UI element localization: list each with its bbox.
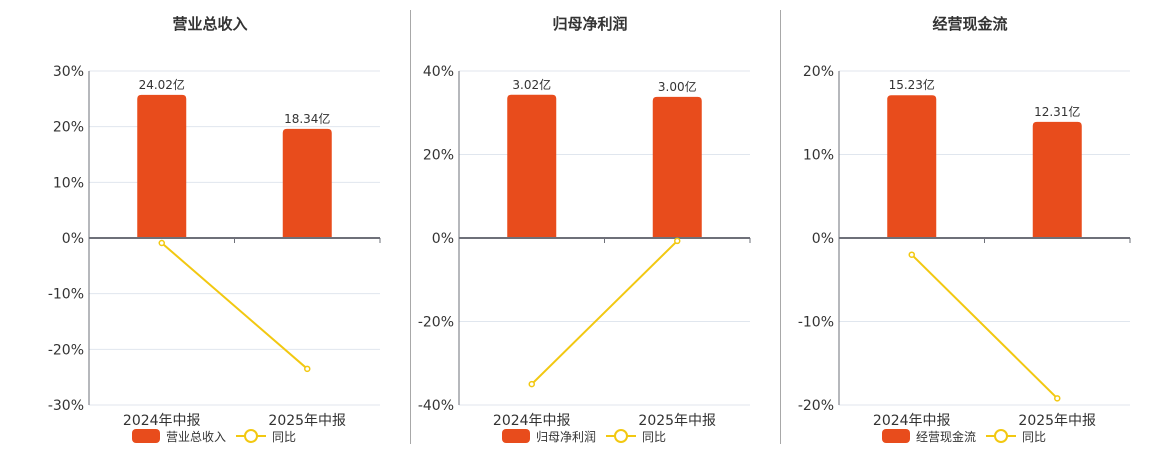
bar[interactable] [507, 94, 557, 238]
bar[interactable] [282, 128, 332, 238]
bar-value-label: 12.31亿 [1034, 104, 1080, 119]
y-tick-label: 20% [803, 64, 834, 80]
y-tick-label: 20% [53, 120, 84, 136]
y-tick-label: 10% [803, 148, 834, 164]
y-tick-label: -10% [48, 287, 84, 303]
chart-title: 营业总收入 [172, 15, 248, 33]
x-tick-label: 2024年中报 [873, 413, 951, 429]
bar-value-label: 3.02亿 [512, 77, 551, 92]
chart-panel-net-profit: 归母净利润 40% 20% 0% -20% -40% 3.02亿 2024年中报 3.00亿 2… [400, 0, 780, 450]
x-tick-label: 2024年中报 [493, 413, 571, 429]
chart-legend: 经营现金流 同比 [882, 428, 1046, 444]
y-tick-label: 0% [812, 231, 834, 247]
legend-bar-swatch[interactable] [132, 429, 160, 443]
y-tick-label: -20% [48, 342, 84, 358]
chart-plot: 20% 10% 0% -10% -20% 15.23亿 2024年中报 12.31亿 2025年… [798, 64, 1131, 429]
y-tick-label: 0% [432, 231, 454, 247]
x-tick-label: 2025年中报 [1018, 413, 1096, 429]
legend-line-label[interactable]: 同比 [1022, 429, 1047, 444]
chart-panel-operating-cashflow: 经营现金流 20% 10% 0% -10% -20% 15.23亿 2024年中报 12.31… [780, 0, 1160, 450]
yoy-point[interactable] [158, 239, 165, 247]
x-tick-label: 2025年中报 [268, 413, 346, 429]
legend-line-swatch-icon[interactable] [606, 428, 637, 444]
yoy-point[interactable] [528, 380, 535, 388]
chart-legend: 归母净利润 同比 [502, 428, 666, 444]
x-tick-label: 2024年中报 [123, 413, 201, 429]
y-tick-label: 10% [53, 175, 84, 191]
legend-line-swatch-icon[interactable] [236, 428, 267, 444]
yoy-point[interactable] [304, 365, 311, 373]
yoy-point[interactable] [908, 251, 915, 258]
y-tick-label: 20% [423, 148, 454, 164]
yoy-line [531, 240, 678, 385]
legend-line-swatch-icon[interactable] [986, 428, 1017, 444]
y-tick-label: 0% [62, 231, 84, 247]
y-tick-label: -20% [798, 398, 834, 414]
yoy-line [911, 253, 1058, 400]
chart-plot: 40% 20% 0% -20% -40% 3.02亿 2024年中报 3.00亿 2025年中报 [418, 64, 751, 429]
panel-divider [780, 10, 781, 444]
y-tick-label: -20% [418, 315, 454, 331]
legend-bar-label[interactable]: 归母净利润 [536, 429, 597, 444]
bar-value-label: 24.02亿 [139, 77, 185, 92]
bar[interactable] [1032, 121, 1082, 238]
chart-plot: 30% 20% 10% 0% -10% -20% -30% 24.02亿 2024年中报 18.3… [48, 64, 381, 429]
legend-bar-swatch[interactable] [502, 429, 530, 443]
bar-value-label: 3.00亿 [658, 79, 697, 94]
panel-divider [410, 10, 411, 444]
legend-bar-swatch[interactable] [882, 429, 910, 443]
yoy-point[interactable] [1054, 395, 1061, 402]
yoy-line [161, 242, 308, 370]
y-tick-label: -40% [418, 398, 454, 414]
y-tick-label: 40% [423, 64, 454, 80]
chart-legend: 营业总收入 同比 [132, 428, 296, 444]
yoy-point[interactable] [674, 237, 681, 245]
chart-panel-revenue: 营业总收入 30% 20% 10% 0% -10% -20% -30% 24.02亿 2024年… [0, 0, 400, 450]
bar[interactable] [137, 94, 187, 238]
chart-title: 归母净利润 [552, 15, 628, 33]
bar-value-label: 18.34亿 [284, 111, 330, 126]
legend-line-label[interactable]: 同比 [272, 429, 297, 444]
bar-value-label: 15.23亿 [889, 77, 935, 92]
chart-title: 经营现金流 [932, 15, 1008, 33]
y-tick-label: 30% [53, 64, 84, 80]
legend-line-label[interactable]: 同比 [642, 429, 667, 444]
y-tick-label: -30% [48, 398, 84, 414]
x-tick-label: 2025年中报 [638, 413, 716, 429]
bar[interactable] [887, 95, 937, 238]
y-tick-label: -10% [798, 315, 834, 331]
legend-bar-label[interactable]: 经营现金流 [916, 429, 977, 444]
legend-bar-label[interactable]: 营业总收入 [166, 429, 227, 444]
bar[interactable] [652, 96, 702, 238]
